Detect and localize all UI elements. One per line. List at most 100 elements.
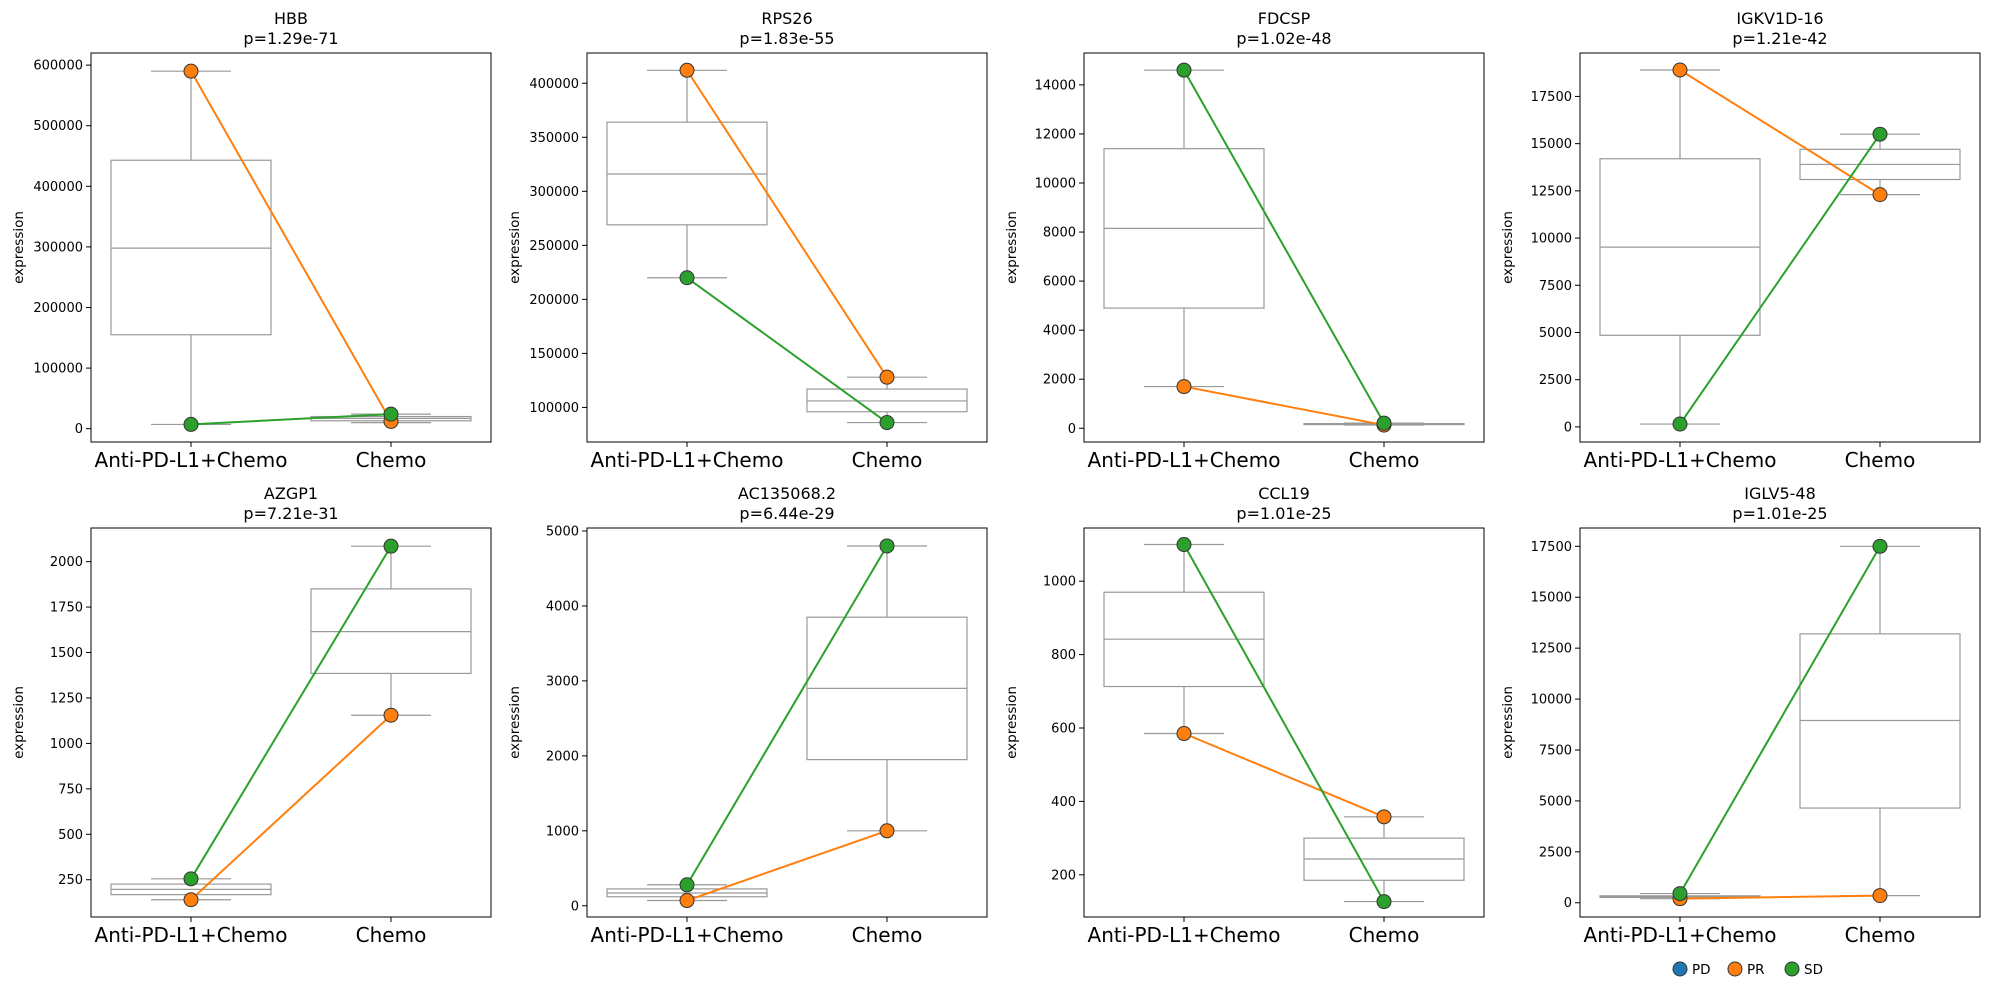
y-tick-label: 300000 [33,240,83,255]
box-anti-pd-l1-chemo [1103,543,1265,735]
data-point-sd [183,871,199,887]
y-tick-label: 7500 [1539,279,1572,294]
data-point-sd [1376,894,1392,910]
y-tick-label: 200000 [33,301,83,316]
y-tick-label: 2500 [1539,373,1572,388]
legend-marker-sd [1784,961,1800,977]
axes-frame [1579,52,1981,443]
data-point-pr [1176,726,1192,742]
chart-title: RPS26 [761,9,812,28]
y-tick-label: 0 [75,422,83,437]
box-chemo [1799,133,1961,196]
x-tick-label: Chemo [852,923,923,947]
series-line-pr [1183,385,1385,427]
legend-marker-pr [1727,961,1743,977]
y-tick-label: 1500 [50,646,83,661]
y-tick-label: 350000 [529,131,579,146]
y-tick-label: 8000 [1043,226,1076,241]
data-point-sd [183,416,199,432]
data-point-sd [1672,416,1688,432]
x-tick-label: Anti-PD-L1+Chemo [591,923,784,947]
x-tick-label: Chemo [852,448,923,472]
box-anti-pd-l1-chemo [606,69,768,279]
y-tick-label: 6000 [1043,275,1076,290]
y-tick-label: 0 [571,899,579,914]
y-tick-label: 600 [1051,722,1076,737]
y-axis-label: expression [1004,211,1020,284]
y-axis-label: expression [1500,211,1516,284]
chart-title: AZGP1 [264,484,318,503]
series-line-sd [686,276,888,424]
box-chemo [1303,816,1465,903]
y-axis-label: expression [507,686,523,759]
axes-frame [1083,52,1485,443]
chart-title: FDCSP [1258,9,1311,28]
y-tick-label: 5000 [1539,794,1572,809]
chart-title: HBB [274,9,308,28]
box-chemo [806,545,968,832]
box-anti-pd-l1-chemo [1599,69,1761,425]
y-tick-label: 2000 [50,555,83,570]
y-tick-label: 1750 [50,601,83,616]
y-tick-label: 400000 [529,77,579,92]
y-tick-label: 3000 [546,674,579,689]
y-tick-label: 0 [1564,420,1572,435]
data-point-pr [679,893,695,909]
y-tick-label: 2000 [1043,373,1076,388]
axes-frame [1083,527,1485,918]
y-tick-label: 200 [1051,868,1076,883]
chart-panel-iglv5-48: IGLV5-48p=1.01e-25 expression 0 2500 5000 750… [1500,484,1981,947]
y-tick-label: 12500 [1531,642,1572,657]
data-point-sd [1672,886,1688,902]
chart-subtitle: p=1.01e-25 [1236,504,1331,523]
y-tick-label: 1000 [50,737,83,752]
data-point-pr [879,823,895,839]
x-tick-label: Anti-PD-L1+Chemo [1584,923,1777,947]
y-tick-label: 1000 [1043,575,1076,590]
y-tick-label: 15000 [1531,137,1572,152]
data-point-pr [679,62,695,78]
chart-title: IGLV5-48 [1744,484,1816,503]
chart-panel-ac135068.2: AC135068.2p=6.44e-29 expression 0 1000 2000 3… [507,484,988,947]
y-tick-label: 150000 [529,347,579,362]
data-point-sd [1872,126,1888,142]
y-tick-label: 0 [1564,896,1572,911]
data-point-sd [1872,538,1888,554]
y-tick-label: 250000 [529,239,579,254]
x-tick-label: Anti-PD-L1+Chemo [1088,448,1281,472]
x-tick-label: Chemo [1845,448,1916,472]
y-tick-label: 1000 [546,824,579,839]
chart-subtitle: p=1.29e-71 [243,29,338,48]
y-tick-label: 12000 [1035,127,1076,142]
data-point-sd [1176,537,1192,553]
data-point-pr [183,63,199,79]
box-chemo [1799,545,1961,897]
y-tick-label: 600000 [33,59,83,74]
chart-subtitle: p=1.01e-25 [1732,504,1827,523]
series-line-sd [1679,133,1881,425]
legend: PD PR SD [1672,961,1823,978]
series-line-pr [1679,69,1881,196]
data-point-pr [1872,888,1888,904]
x-tick-label: Anti-PD-L1+Chemo [1584,448,1777,472]
y-tick-label: 4000 [546,599,579,614]
y-tick-label: 250 [58,873,83,888]
series-line-pr [686,69,888,378]
y-tick-label: 1250 [50,691,83,706]
data-point-pr [183,892,199,908]
legend-marker-pd [1672,961,1688,977]
y-tick-label: 17500 [1531,90,1572,105]
chart-title: AC135068.2 [738,484,836,503]
y-tick-label: 5000 [546,524,579,539]
y-axis-label: expression [11,686,27,759]
data-point-sd [383,538,399,554]
y-axis-label: expression [1004,686,1020,759]
chart-subtitle: p=6.44e-29 [739,504,834,523]
series-line-pr [190,70,392,422]
chart-title: IGKV1D-16 [1736,9,1823,28]
data-point-pr [1176,379,1192,395]
